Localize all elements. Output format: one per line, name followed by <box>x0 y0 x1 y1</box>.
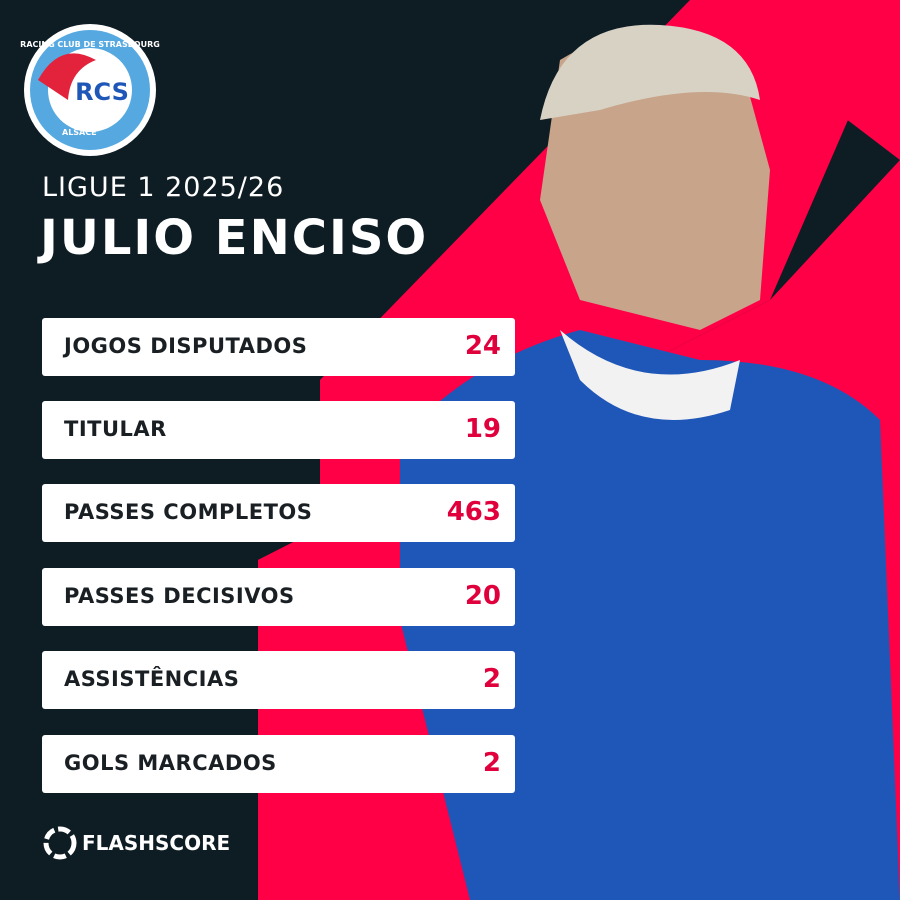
stat-label: TITULAR <box>64 417 167 441</box>
player-hair <box>540 24 760 120</box>
brand: FLASHSCORE <box>82 831 231 855</box>
jersey-collar <box>560 330 740 420</box>
stat-row: TITULAR 19 <box>42 401 515 459</box>
stat-value: 2 <box>482 748 501 778</box>
stat-label: GOLS MARCADOS <box>64 751 277 775</box>
stat-row: PASSES DECISIVOS 20 <box>42 568 515 626</box>
logo-text: ALSACE <box>62 128 97 137</box>
stat-label: PASSES COMPLETOS <box>64 500 313 524</box>
stat-value: 24 <box>464 331 501 361</box>
stat-label: ASSISTÊNCIAS <box>64 667 240 691</box>
brand-icon <box>43 826 77 860</box>
stat-row: JOGOS DISPUTADOS 24 <box>42 318 515 376</box>
stat-row: PASSES COMPLETOS 463 <box>42 484 515 542</box>
stat-value: 20 <box>464 581 501 611</box>
stat-value: 19 <box>464 414 501 444</box>
stat-value: 463 <box>446 497 501 527</box>
club-logo <box>38 53 96 100</box>
player-name: JULIO ENCISO <box>40 210 429 266</box>
stat-label: JOGOS DISPUTADOS <box>64 334 308 358</box>
logo-text: RACING CLUB DE STRASBOURG <box>20 40 160 49</box>
logo-monogram: RCS <box>75 78 129 106</box>
stat-value: 2 <box>482 664 501 694</box>
stat-row: ASSISTÊNCIAS 2 <box>42 651 515 709</box>
stat-row: GOLS MARCADOS 2 <box>42 735 515 793</box>
competition: LIGUE 1 2025/26 <box>42 172 285 203</box>
player-jersey <box>400 330 900 900</box>
stat-label: PASSES DECISIVOS <box>64 584 295 608</box>
